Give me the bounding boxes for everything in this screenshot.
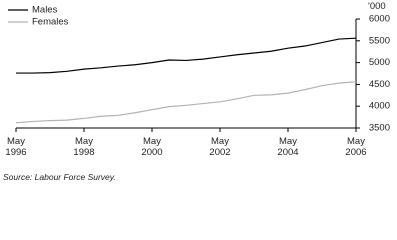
x-tick-label: May 2000 xyxy=(141,136,163,158)
series-line xyxy=(15,81,357,124)
legend-label: Females xyxy=(32,17,69,28)
y-tick-label: 5500 xyxy=(369,35,390,46)
y-tick-label: 5000 xyxy=(369,57,390,68)
x-tick-label: May 2006 xyxy=(345,136,367,158)
chart: 3500 4000 4500 5000 5500 6000 Males Females '00… xyxy=(3,1,390,182)
x-tick-label: May 1998 xyxy=(73,136,95,158)
source-note: Source: Labour Force Survey. xyxy=(3,172,116,182)
y-tick-label: 3500 xyxy=(369,123,390,134)
y-axis-unit: '000 xyxy=(368,1,386,12)
y-tick-label: 6000 xyxy=(369,14,390,25)
legend-label: Males xyxy=(32,5,58,16)
x-tick-label: May 1996 xyxy=(5,136,27,158)
x-tick-label: May 2004 xyxy=(277,136,299,158)
y-tick-label: 4500 xyxy=(369,79,390,90)
series-line xyxy=(16,37,357,74)
x-tick-label: May 2002 xyxy=(209,136,231,158)
y-tick-label: 4000 xyxy=(369,101,390,112)
